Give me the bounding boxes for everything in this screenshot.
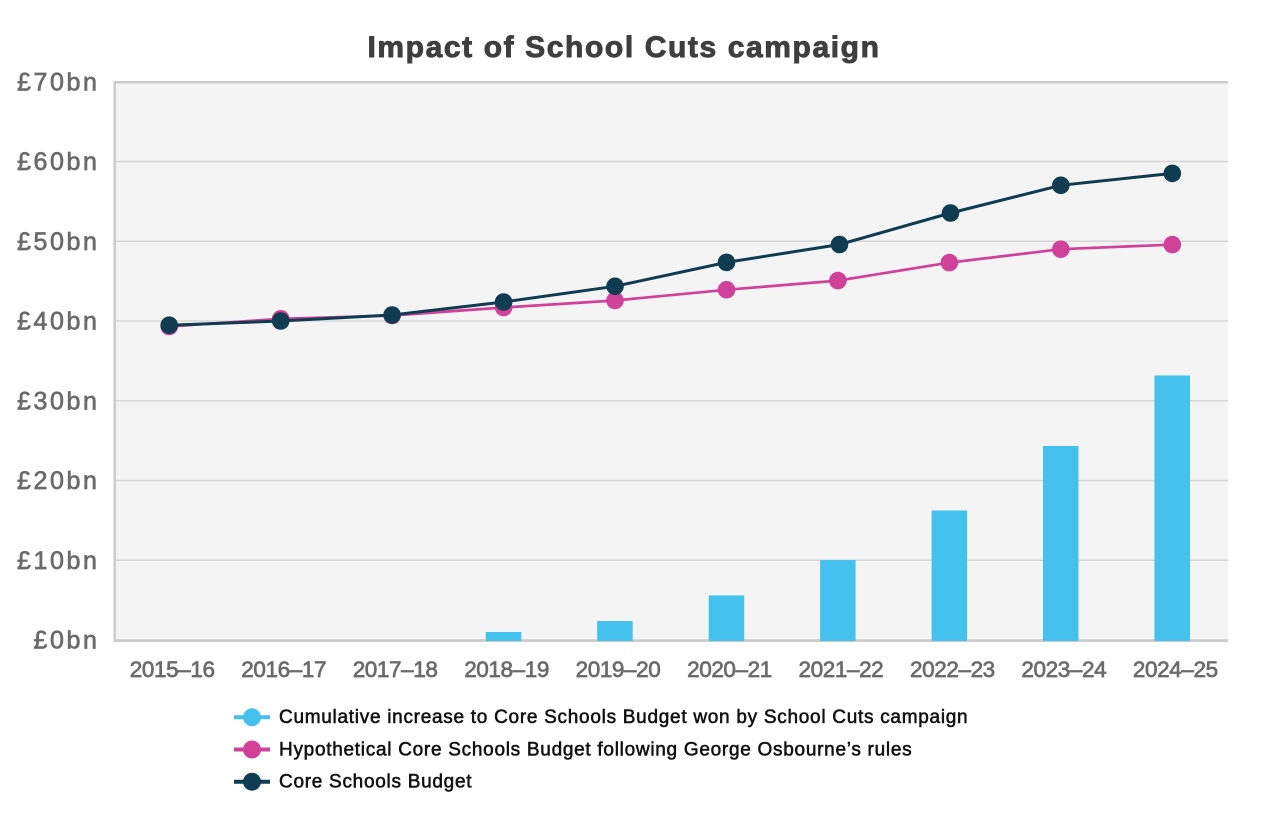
svg-text:Cumulative increase to Core Sc: Cumulative increase to Core Schools Budg… xyxy=(279,707,968,728)
svg-text:2020–21: 2020–21 xyxy=(687,657,772,682)
svg-text:2018–19: 2018–19 xyxy=(464,657,549,682)
svg-text:2024–25: 2024–25 xyxy=(1133,657,1218,682)
svg-text:2015–16: 2015–16 xyxy=(130,657,215,682)
svg-text:£30bn: £30bn xyxy=(17,387,100,415)
svg-text:£50bn: £50bn xyxy=(17,228,100,256)
svg-text:Hypothetical Core Schools Budg: Hypothetical Core Schools Budget followi… xyxy=(279,739,912,760)
svg-text:2016–17: 2016–17 xyxy=(241,657,326,682)
svg-text:Core Schools Budget: Core Schools Budget xyxy=(279,772,472,793)
svg-text:£10bn: £10bn xyxy=(17,547,100,575)
svg-text:£0bn: £0bn xyxy=(33,627,99,655)
svg-text:£40bn: £40bn xyxy=(17,308,100,336)
svg-text:2017–18: 2017–18 xyxy=(353,657,438,682)
svg-text:2021–22: 2021–22 xyxy=(799,657,884,682)
svg-text:£20bn: £20bn xyxy=(17,467,100,495)
svg-text:£70bn: £70bn xyxy=(17,68,100,96)
svg-text:2023–24: 2023–24 xyxy=(1021,657,1106,682)
svg-text:2019–20: 2019–20 xyxy=(576,657,661,682)
svg-text:2022–23: 2022–23 xyxy=(910,657,995,682)
svg-text:£60bn: £60bn xyxy=(17,148,100,176)
svg-text:Impact of School Cuts campaign: Impact of School Cuts campaign xyxy=(367,31,880,64)
